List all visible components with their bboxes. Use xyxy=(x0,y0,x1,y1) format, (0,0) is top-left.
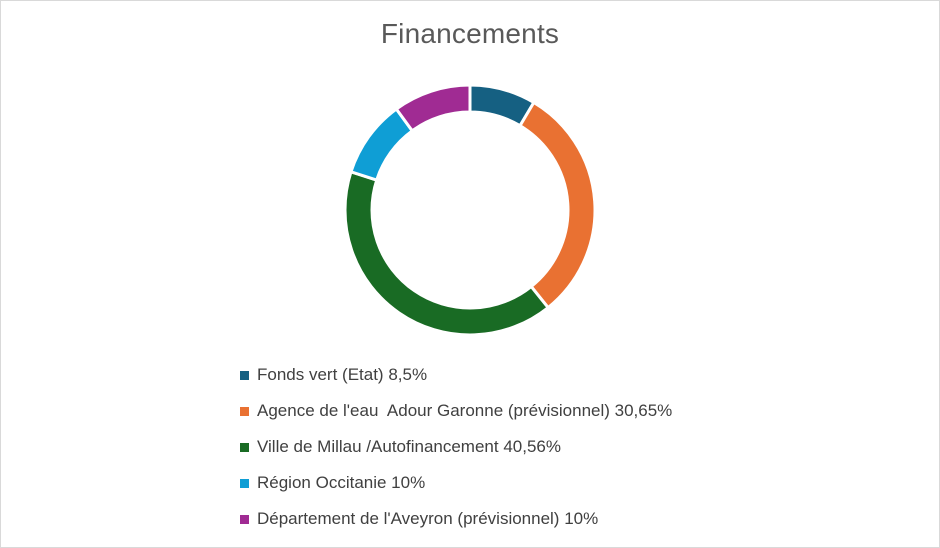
legend-swatch xyxy=(240,514,249,524)
legend-label: Fonds vert (Etat) 8,5% xyxy=(257,365,428,384)
donut-slice-2 xyxy=(517,100,597,310)
donut-slice-5 xyxy=(394,83,472,133)
legend-label: Région Occitanie 10% xyxy=(257,473,426,492)
legend-label: Ville de Millau /Autofinancement 40,56% xyxy=(257,437,561,456)
legend-item: Agence de l'eau Adour Garonne (prévision… xyxy=(240,393,840,429)
chart-title: Financements xyxy=(380,18,560,49)
legend-label: Agence de l'eau Adour Garonne (prévision… xyxy=(257,401,673,420)
legend-item: Ville de Millau /Autofinancement 40,56% xyxy=(240,429,840,465)
donut-chart xyxy=(343,83,597,337)
legend-item: Département de l'Aveyron (prévisionnel) … xyxy=(240,501,840,537)
legend-label: Département de l'Aveyron (prévisionnel) … xyxy=(257,509,599,528)
legend-swatch xyxy=(240,442,249,452)
legend-swatch xyxy=(240,370,249,380)
donut-slice-3 xyxy=(343,169,551,337)
legend-item: Fonds vert (Etat) 8,5% xyxy=(240,357,840,393)
legend-swatch xyxy=(240,478,249,488)
chart-legend: Fonds vert (Etat) 8,5% Agence de l'eau Ad… xyxy=(240,357,840,537)
legend-item: Région Occitanie 10% xyxy=(240,465,840,501)
legend-swatch xyxy=(240,406,249,416)
